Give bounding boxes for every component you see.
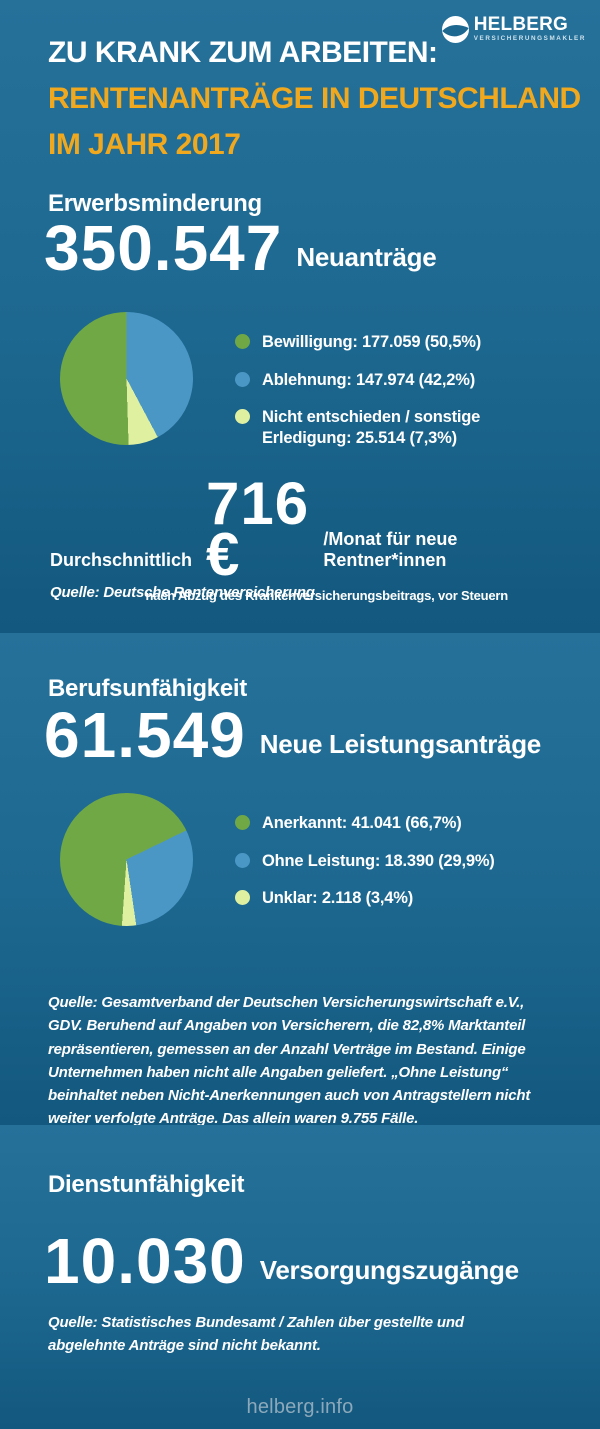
section-dienstunfaehigkeit: Dienstunfähigkeit 10.030 Versorgungszugä… — [0, 1125, 600, 1429]
helberg-logo: HELBERG VERSICHERUNGSMAKLER — [441, 15, 586, 44]
helberg-globe-icon — [441, 16, 469, 43]
page-title-line1: ZU KRANK ZUM ARBEITEN: — [48, 36, 438, 69]
erwerbsminderung-stat-label: Neuanträge — [296, 241, 437, 272]
legend-item: Anerkannt: 41.041 (66,7%) — [235, 813, 495, 834]
berufsunfaehigkeit-stat-value: 61.549 — [44, 699, 246, 771]
logo-name: HELBERG — [473, 14, 569, 35]
average-pension-block: Durchschnittlich 716 € /Monat für neue R… — [0, 470, 600, 604]
footer-site-url: helberg.info — [246, 1396, 354, 1418]
erwerbsminderung-stat: 350.547 Neuanträge — [44, 212, 437, 284]
berufsunfaehigkeit-legend: Anerkannt: 41.041 (66,7%) Ohne Leistung:… — [235, 793, 495, 926]
erwerbsminderung-chart-row: Bewilligung: 177.059 (50,5%) Ablehnung: … — [60, 312, 502, 466]
erwerbsminderung-pie-chart — [60, 312, 193, 445]
erwerbsminderung-stat-value: 350.547 — [44, 212, 283, 284]
legend-label: Anerkannt: 41.041 (66,7%) — [262, 814, 462, 832]
erwerbsminderung-source: Quelle: Deutsche Rentenversicherung — [50, 584, 315, 601]
legend-item: Bewilligung: 177.059 (50,5%) — [235, 332, 502, 353]
legend-dot-green — [235, 334, 250, 349]
average-value: 716 € — [206, 470, 310, 588]
legend-dot-light-green — [235, 890, 250, 906]
legend-dot-blue — [235, 371, 250, 387]
average-note: nach Abzug des Krankenversicherungsbeitr… — [145, 588, 508, 603]
legend-label: Unklar: 2.118 (3,4%) — [262, 889, 413, 908]
legend-dot-green — [235, 815, 250, 830]
erwerbsminderung-heading: Erwerbsminderung — [48, 190, 262, 217]
legend-label: Ohne Leistung: 18.390 (29,9%) — [262, 851, 495, 870]
page-title: ZU KRANK ZUM ARBEITEN: RENTENANTRÄGE IN … — [48, 30, 581, 168]
dienstunfaehigkeit-stat-label: Versorgungszugänge — [259, 1254, 519, 1285]
legend-item: Ablehnung: 147.974 (42,2%) — [235, 370, 502, 391]
dienstunfaehigkeit-heading: Dienstunfähigkeit — [48, 1171, 245, 1198]
berufsunfaehigkeit-stat-label: Neue Leistungsanträge — [259, 728, 542, 759]
berufsunfaehigkeit-stat: 61.549 Neue Leistungsanträge — [44, 699, 542, 771]
erwerbsminderung-legend: Bewilligung: 177.059 (50,5%) Ablehnung: … — [235, 312, 502, 466]
average-suffix: /Monat für neue Rentner*innen — [323, 529, 458, 570]
berufsunfaehigkeit-chart-row: Anerkannt: 41.041 (66,7%) Ohne Leistung:… — [60, 793, 495, 926]
legend-dot-blue — [235, 852, 250, 868]
page-title-line3: IM JAHR 2017 — [48, 128, 241, 161]
logo-subtitle: VERSICHERUNGSMAKLER — [473, 35, 586, 42]
legend-label: Nicht entschieden / sonstige Erledigung:… — [262, 408, 481, 447]
average-prefix: Durchschnittlich — [50, 550, 193, 570]
legend-item: Nicht entschieden / sonstige Erledigung:… — [235, 407, 502, 448]
legend-item: Unklar: 2.118 (3,4%) — [235, 888, 495, 909]
legend-item: Ohne Leistung: 18.390 (29,9%) — [235, 851, 495, 872]
dienstunfaehigkeit-stat-value: 10.030 — [44, 1225, 246, 1297]
berufsunfaehigkeit-pie-chart — [60, 793, 193, 926]
dienstunfaehigkeit-stat: 10.030 Versorgungszugänge — [44, 1225, 519, 1297]
legend-dot-light-green — [235, 409, 250, 425]
dienstunfaehigkeit-source: Quelle: Statistisches Bundesamt / Zahlen… — [48, 1314, 464, 1355]
page-title-line2: RENTENANTRÄGE IN DEUTSCHLAND — [48, 82, 581, 115]
berufsunfaehigkeit-heading: Berufsunfähigkeit — [48, 675, 247, 702]
section-berufsunfaehigkeit: Berufsunfähigkeit 61.549 Neue Leistungsa… — [0, 633, 600, 1127]
legend-label: Bewilligung: 177.059 (50,5%) — [262, 333, 482, 351]
legend-label: Ablehnung: 147.974 (42,2%) — [262, 370, 476, 389]
section-erwerbsminderung: HELBERG VERSICHERUNGSMAKLER ZU KRANK ZUM… — [0, 0, 600, 633]
berufsunfaehigkeit-source: Quelle: Gesamtverband der Deutschen Vers… — [48, 994, 531, 1128]
